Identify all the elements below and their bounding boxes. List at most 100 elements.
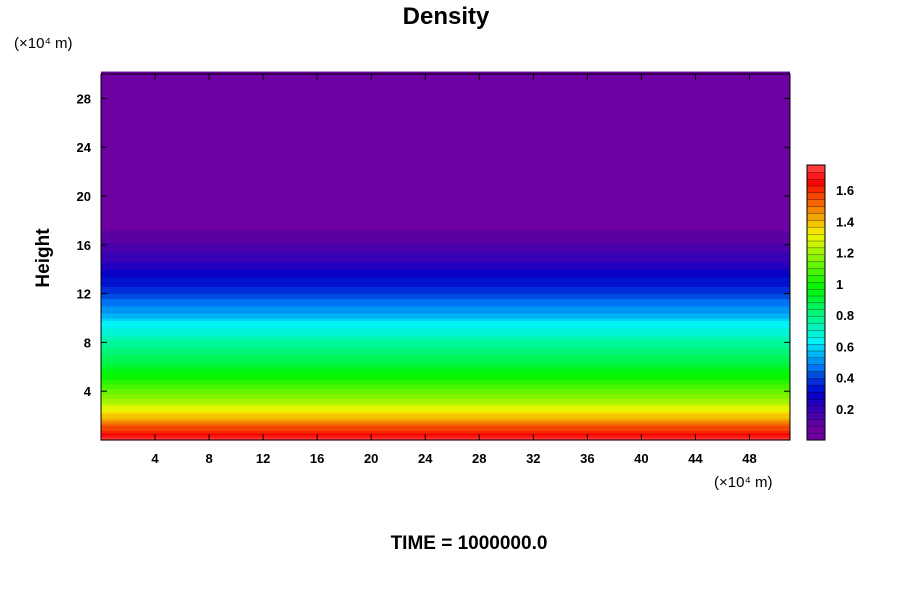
colorbar-swatch xyxy=(806,316,826,324)
y-tick-label: 20 xyxy=(77,189,91,204)
density-band xyxy=(101,252,790,256)
density-band xyxy=(101,254,790,258)
density-band xyxy=(101,196,790,200)
colorbar-swatch xyxy=(806,377,826,386)
density-band xyxy=(101,149,790,153)
colorbar-swatch xyxy=(806,419,826,427)
density-band xyxy=(101,105,790,109)
density-band xyxy=(101,210,790,214)
density-band xyxy=(101,135,790,139)
colorbar-swatch xyxy=(806,185,826,194)
y-tick-label: 24 xyxy=(77,140,92,155)
density-band xyxy=(101,305,790,309)
x-tick-label: 48 xyxy=(742,451,756,466)
colorbar-swatch xyxy=(806,281,826,290)
x-tick-label: 8 xyxy=(205,451,212,466)
density-band xyxy=(101,110,790,114)
x-tick-label: 12 xyxy=(256,451,270,466)
colorbar-swatch xyxy=(806,336,826,345)
density-band xyxy=(101,83,790,87)
colorbar-swatch xyxy=(806,343,826,352)
density-band xyxy=(101,425,790,429)
density-band xyxy=(101,432,790,436)
density-band xyxy=(101,274,790,278)
density-band xyxy=(101,400,790,404)
density-band xyxy=(101,300,790,304)
density-band xyxy=(101,127,790,131)
density-band xyxy=(101,132,790,136)
density-band xyxy=(101,408,790,412)
density-band xyxy=(101,86,790,90)
density-band xyxy=(101,152,790,156)
density-band xyxy=(101,335,790,339)
colorbar-swatch xyxy=(806,295,826,304)
colorbar-tick-label: 1.2 xyxy=(836,246,854,261)
density-band xyxy=(101,120,790,124)
density-band xyxy=(101,205,790,209)
density-band xyxy=(101,257,790,261)
y-tick-label: 12 xyxy=(77,287,91,302)
density-band xyxy=(101,217,790,221)
density-band xyxy=(101,242,790,246)
density-band xyxy=(101,352,790,356)
density-band xyxy=(101,76,790,80)
density-band xyxy=(101,410,790,414)
density-band xyxy=(101,159,790,163)
density-band xyxy=(101,125,790,129)
density-band xyxy=(101,315,790,319)
x-tick-label: 16 xyxy=(310,451,324,466)
density-band xyxy=(101,318,790,322)
x-tick-label: 44 xyxy=(688,451,703,466)
density-band xyxy=(101,342,790,346)
density-band xyxy=(101,237,790,241)
density-band xyxy=(101,247,790,251)
density-band xyxy=(101,225,790,229)
density-band xyxy=(101,288,790,292)
colorbar-tick-label: 1.6 xyxy=(836,183,854,198)
colorbar-swatch xyxy=(806,206,826,214)
density-band xyxy=(101,181,790,185)
density-band xyxy=(101,393,790,397)
colorbar-swatch xyxy=(806,219,826,228)
colorbar-swatch xyxy=(806,192,826,200)
y-axis-label: Height xyxy=(33,228,54,288)
density-band xyxy=(101,95,790,99)
density-band xyxy=(101,291,790,295)
density-band xyxy=(101,98,790,102)
density-band xyxy=(101,308,790,312)
density-band xyxy=(101,261,790,265)
colorbar-tick-label: 0.6 xyxy=(836,339,854,354)
colorbar-swatch xyxy=(806,405,826,414)
x-tick-label: 32 xyxy=(526,451,540,466)
density-band xyxy=(101,347,790,351)
x-tick-label: 28 xyxy=(472,451,486,466)
density-band xyxy=(101,427,790,431)
density-band xyxy=(101,286,790,290)
colorbar-swatch xyxy=(806,309,826,317)
density-band xyxy=(101,296,790,300)
density-band xyxy=(101,88,790,92)
colorbar-tick-label: 1 xyxy=(836,277,843,292)
density-band xyxy=(101,376,790,380)
density-band xyxy=(101,113,790,117)
density-band xyxy=(101,144,790,148)
colorbar-swatch xyxy=(806,199,826,207)
density-band xyxy=(101,332,790,336)
colorbar-swatch xyxy=(806,261,826,269)
y-tick-label: 4 xyxy=(84,384,92,399)
density-band xyxy=(101,354,790,358)
density-band xyxy=(101,220,790,224)
density-band xyxy=(101,186,790,190)
density-band xyxy=(101,371,790,375)
density-band xyxy=(101,183,790,187)
density-band xyxy=(101,191,790,195)
density-band xyxy=(101,156,790,160)
density-band xyxy=(101,166,790,170)
density-band xyxy=(101,169,790,173)
colorbar-swatch xyxy=(806,391,826,400)
density-band xyxy=(101,91,790,95)
density-band xyxy=(101,203,790,207)
density-band xyxy=(101,283,790,287)
x-axis-unit: (×10⁴ m) xyxy=(714,474,773,491)
density-band xyxy=(101,398,790,402)
